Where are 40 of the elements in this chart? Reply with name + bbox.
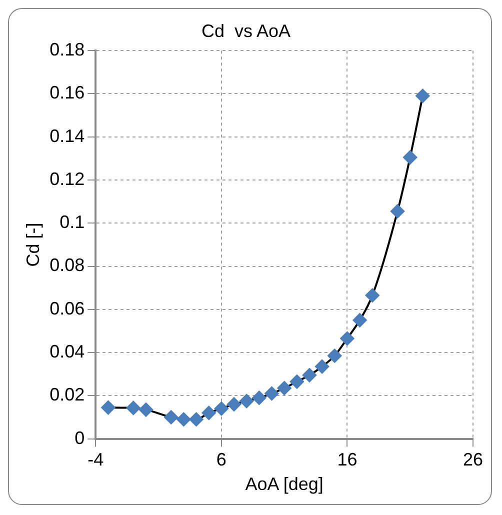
y-tick-label: 0.16	[50, 82, 85, 103]
x-tick-label: 16	[337, 450, 358, 470]
point	[352, 313, 367, 328]
point	[264, 386, 279, 401]
point	[214, 402, 228, 416]
point	[390, 204, 405, 218]
y-tick-label: 0	[74, 428, 85, 448]
point	[302, 368, 316, 382]
y-tick-label: 0.06	[50, 298, 85, 318]
point	[126, 400, 140, 415]
y-tick-label: 0.04	[50, 342, 85, 362]
x-axis-title: AoA [deg]	[245, 474, 324, 494]
point	[277, 381, 292, 396]
y-tick-label: 0.12	[50, 168, 85, 189]
point	[176, 412, 191, 426]
point	[240, 394, 254, 408]
x-tick-label: -4	[88, 450, 104, 470]
point	[340, 332, 354, 346]
point	[202, 406, 216, 420]
point	[328, 348, 342, 363]
y-tick-label: 0.02	[50, 384, 85, 405]
point	[315, 360, 330, 374]
point	[189, 412, 204, 426]
x-tick-label: 6	[216, 450, 226, 470]
point	[290, 374, 304, 389]
y-tick-label: 0.1	[60, 212, 85, 232]
point	[365, 288, 380, 302]
chart-title: Cd vs AoA	[201, 20, 291, 41]
point	[416, 88, 430, 103]
point	[403, 150, 418, 164]
point	[138, 402, 153, 417]
y-axis-title: Cd [-]	[22, 222, 43, 267]
point	[252, 390, 266, 405]
y-tick-label: 0.18	[50, 40, 85, 60]
x-tick-label: 26	[462, 450, 484, 470]
point	[227, 397, 241, 412]
point	[164, 410, 178, 424]
point	[101, 400, 116, 415]
y-tick-label: 0.08	[50, 255, 85, 276]
y-tick-label: 0.14	[50, 126, 85, 146]
